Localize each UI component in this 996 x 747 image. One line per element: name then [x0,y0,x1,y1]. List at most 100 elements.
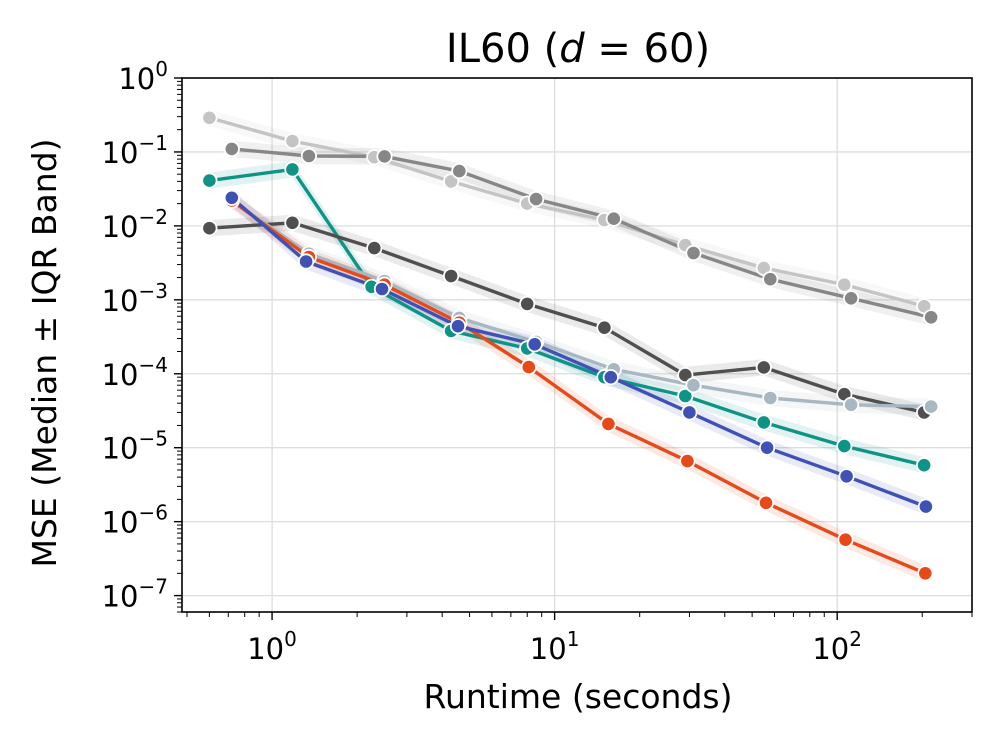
data-point-blue-gray [685,377,702,394]
y-tick-exp: −4 [139,353,168,377]
x-axis-label: Runtime (seconds) [424,677,733,716]
data-point-dark-gray [519,295,536,312]
y-tick-base: 10 [118,62,155,96]
y-tick-base: 10 [102,432,139,466]
x-tick-exp: 0 [284,627,297,651]
data-point-teal [836,437,853,455]
y-tick-base: 10 [102,358,139,392]
data-point-mid-gray [300,147,317,165]
data-point-blue-gray [922,398,940,415]
y-tick-label: 10−7 [102,575,168,614]
y-axis-label: MSE (Median ± IQR Band) [25,138,64,567]
series-line-mid-gray [230,147,933,319]
y-tick-exp: −2 [139,205,168,229]
series-line-orange-red [230,198,927,575]
plot-frame [181,77,973,613]
y-tick-label: 10−4 [102,353,168,392]
data-point-dark-gray [366,240,383,257]
data-point-teal [755,414,772,431]
data-point-teal [201,172,218,189]
y-tick-label: 10−5 [102,427,168,466]
data-point-light-gray [836,276,853,293]
x-tick-base: 10 [812,632,849,666]
data-point-teal [915,457,933,474]
data-point-teal [284,161,301,178]
data-point-orange-red [917,565,934,582]
data-point-dark-gray [596,319,613,336]
x-tick-exp: 1 [567,627,580,651]
y-tick-base: 10 [102,580,139,614]
series-line-teal [207,167,926,467]
data-point-indigo [838,468,855,485]
data-point-orange-red [520,358,537,376]
series-lines [207,116,933,575]
data-point-orange-red [600,415,617,432]
iqr-band-teal [209,161,925,474]
series-points [201,109,940,582]
data-point-orange-red [679,452,696,470]
data-point-mid-gray [527,191,545,208]
data-point-mid-gray [922,309,940,326]
data-point-light-gray [201,109,218,126]
iqr-band-indigo [231,189,926,515]
data-point-dark-gray [201,220,218,237]
data-point-dark-gray [442,267,460,285]
data-point-orange-red [837,531,854,548]
x-tick-exp: 2 [849,627,862,651]
y-tick-base: 10 [102,506,139,540]
series-line-blue-gray [230,198,933,409]
data-point-indigo [681,404,698,421]
data-point-indigo [758,439,776,456]
data-point-indigo [449,318,467,335]
data-point-orange-red [757,494,775,511]
x-tick-label: 101 [530,627,580,666]
data-point-mid-gray [451,163,468,180]
x-tick-label: 100 [247,627,297,666]
x-tick-base: 10 [247,632,284,666]
data-point-light-gray [284,133,301,150]
y-tick-exp: −3 [139,279,168,303]
data-point-dark-gray [755,359,772,376]
series-line-indigo [230,196,928,509]
data-point-indigo [602,369,619,386]
y-tick-exp: −1 [139,131,168,155]
data-point-dark-gray [284,214,301,231]
series-line-dark-gray [207,221,926,415]
data-point-indigo [526,336,543,353]
data-point-indigo [297,253,315,270]
data-point-blue-gray [842,396,860,413]
y-tick-exp: −5 [139,427,168,451]
series-line-light-gray [207,116,926,308]
data-point-mid-gray [685,244,702,262]
y-tick-label: 10−3 [102,279,168,318]
y-tick-base: 10 [102,284,139,318]
data-point-blue-gray [762,389,779,407]
data-point-mid-gray [842,290,860,307]
data-point-light-gray [442,173,460,190]
data-point-mid-gray [223,140,240,157]
data-point-indigo [917,498,935,515]
data-point-indigo [373,280,391,298]
data-point-mid-gray [762,271,779,288]
axes [174,77,973,620]
chart-title: IL60 (d = 60) [446,26,710,72]
x-tick-base: 10 [530,632,567,666]
data-point-indigo [223,189,240,206]
y-tick-base: 10 [102,136,139,170]
y-tick-label: 10−6 [102,501,168,540]
data-point-mid-gray [605,210,622,227]
y-tick-exp: −6 [139,501,168,525]
y-tick-base: 10 [102,210,139,244]
y-tick-label: 10−1 [102,131,168,170]
iqr-band-mid-gray [231,140,932,326]
y-tick-exp: −7 [139,575,168,599]
y-tick-label: 10−2 [102,205,168,244]
data-point-teal [677,387,694,405]
iqr-bands [209,109,932,582]
y-tick-label: 100 [118,57,168,96]
data-point-mid-gray [376,148,393,165]
y-tick-exp: 0 [155,57,168,81]
x-tick-label: 102 [812,627,862,666]
